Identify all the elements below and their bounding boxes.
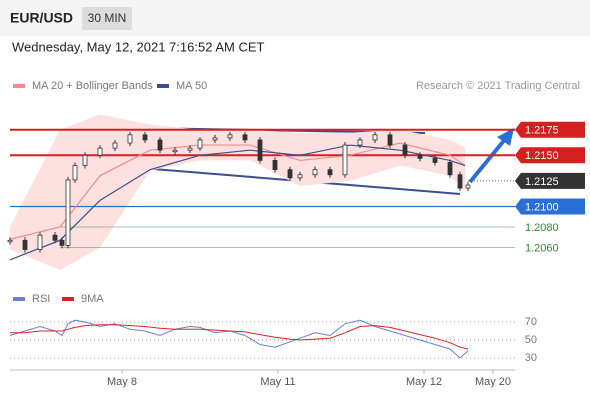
candle [227, 134, 233, 139]
rsi-line [9, 319, 469, 359]
legend-label: MA 20 + Bollinger Bands [32, 80, 153, 92]
ma-line [9, 142, 466, 240]
y-tick-label: 70 [525, 316, 537, 328]
level-tag [515, 172, 585, 189]
x-tick-label: May 11 [260, 376, 295, 388]
level-tag [515, 121, 585, 138]
candle [65, 179, 71, 246]
y-tick-label: 50 [525, 334, 537, 346]
candle [457, 174, 463, 189]
candle [7, 239, 13, 243]
candle [52, 234, 58, 241]
y-tick-label: 30 [525, 352, 537, 364]
candle [212, 137, 218, 141]
timestamp: Wednesday, May 12, 2021 7:16:52 AM CET [12, 39, 264, 54]
candle [242, 134, 248, 141]
candle [97, 147, 103, 156]
ma-line [9, 144, 466, 261]
candle [372, 134, 378, 141]
arrow-head [497, 128, 514, 146]
rsi-line [10, 324, 469, 350]
candle [342, 144, 348, 176]
x-tick-label: May 12 [406, 376, 442, 388]
legend-label: MA 50 [176, 80, 207, 92]
candle [402, 144, 408, 156]
candle [257, 139, 263, 161]
candle [312, 169, 318, 176]
candle [465, 184, 471, 189]
candle [297, 174, 303, 179]
level-label: 1.2125 [525, 176, 559, 188]
candle [357, 139, 363, 146]
x-tick-label: May 20 [475, 376, 511, 388]
level-tag [515, 198, 585, 215]
x-tick-label: May 8 [107, 376, 137, 388]
candle [59, 239, 65, 246]
legend-swatch [13, 297, 25, 301]
legend-label: 9MA [81, 293, 104, 305]
candle [417, 154, 423, 159]
level-label: 1.2080 [525, 222, 559, 234]
interval-button[interactable] [82, 7, 132, 30]
level-label: 1.2100 [525, 201, 559, 213]
candle [82, 154, 88, 166]
candle [72, 165, 78, 181]
legend-swatch [62, 297, 74, 301]
candle [112, 142, 118, 149]
legend-swatch [157, 84, 169, 88]
level-label: 1.2175 [525, 125, 559, 137]
candle [127, 134, 133, 144]
candle [432, 157, 438, 163]
candle [447, 162, 453, 176]
candle [197, 139, 203, 149]
interval: 30 MIN [88, 11, 127, 25]
legend-swatch [13, 84, 25, 88]
candle [187, 147, 193, 151]
candle [142, 134, 148, 141]
level-label: 1.2150 [525, 150, 559, 162]
credit: Research © 2021 Trading Central [416, 80, 580, 92]
candle [387, 134, 393, 146]
candle [172, 149, 178, 153]
candle [22, 239, 28, 250]
candle [157, 139, 163, 151]
candle [327, 169, 333, 176]
symbol: EUR/USD [10, 10, 73, 26]
level-label: 1.2060 [525, 242, 559, 254]
forecast-arrow [468, 136, 508, 184]
candle [37, 234, 43, 250]
bollinger-band [10, 114, 465, 271]
candle [287, 169, 293, 179]
level-tag [515, 147, 585, 164]
candle [272, 160, 278, 171]
legend-label: RSI [32, 293, 50, 305]
